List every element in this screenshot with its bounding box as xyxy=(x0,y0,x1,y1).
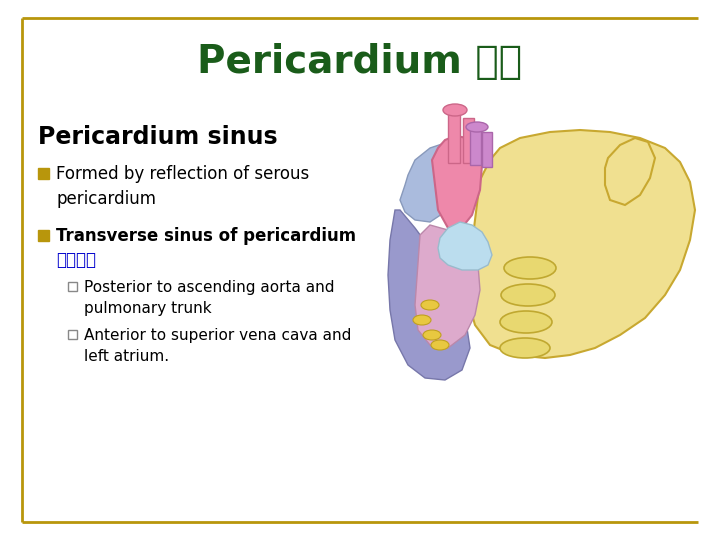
Ellipse shape xyxy=(413,315,431,325)
Bar xyxy=(68,282,77,291)
Text: Pericardium sinus: Pericardium sinus xyxy=(38,125,278,149)
Text: Transverse sinus of pericardium: Transverse sinus of pericardium xyxy=(56,227,356,245)
Polygon shape xyxy=(400,142,468,222)
Bar xyxy=(448,108,460,163)
Text: Posterior to ascending aorta and
pulmonary trunk: Posterior to ascending aorta and pulmona… xyxy=(84,280,335,316)
Ellipse shape xyxy=(500,311,552,333)
Ellipse shape xyxy=(431,340,449,350)
Ellipse shape xyxy=(423,330,441,340)
Bar xyxy=(38,168,49,179)
Text: Anterior to superior vena cava and
left atrium.: Anterior to superior vena cava and left … xyxy=(84,328,351,364)
Bar xyxy=(68,330,77,339)
Ellipse shape xyxy=(466,122,488,132)
Polygon shape xyxy=(415,225,480,348)
Polygon shape xyxy=(605,138,655,205)
Bar xyxy=(470,125,481,165)
Polygon shape xyxy=(388,210,470,380)
Polygon shape xyxy=(468,130,695,358)
Bar xyxy=(463,118,474,163)
Polygon shape xyxy=(438,222,492,270)
Ellipse shape xyxy=(504,257,556,279)
Ellipse shape xyxy=(501,284,555,306)
Ellipse shape xyxy=(421,300,439,310)
Text: Formed by reflection of serous
pericardium: Formed by reflection of serous pericardi… xyxy=(56,165,310,208)
Ellipse shape xyxy=(500,338,550,358)
Ellipse shape xyxy=(443,104,467,116)
Text: Pericardium 心包: Pericardium 心包 xyxy=(197,43,523,81)
Text: 心包橫竄: 心包橫竄 xyxy=(56,251,96,269)
Polygon shape xyxy=(432,136,482,230)
Bar xyxy=(482,132,492,167)
Bar xyxy=(38,230,49,241)
